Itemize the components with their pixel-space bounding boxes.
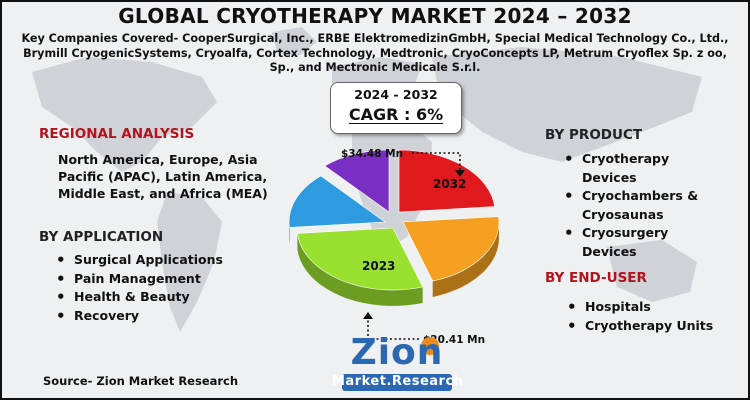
key-companies-text: Key Companies Covered- CooperSurgical, I… [21,32,729,74]
slice-red [398,149,495,213]
list-item: Cryosurgery Devices [562,224,712,261]
year-label-2023: 2023 [362,259,395,273]
page-title: GLOBAL CRYOTHERAPY MARKET 2024 – 2032 [118,4,632,28]
logo-shape [342,337,452,391]
cagr-box: 2024 - 2032 CAGR : 6% [330,82,462,134]
regional-analysis-heading: REGIONAL ANALYSIS [39,126,195,142]
by-application-heading: BY APPLICATION [39,229,164,245]
list-item: Cryochambers & Cryosaunas [562,187,712,224]
value-label-2032: $34.48 Mn [341,148,403,160]
list-item: Health & Beauty [54,288,274,307]
by-product-heading: BY PRODUCT [545,127,643,143]
slice-green [297,227,424,291]
logo-band [342,374,452,391]
pie-annotations: 2032 2023 $34.48 Mn $20.41 Mn [341,148,485,346]
slice-orange [402,216,500,282]
value-label-2023: $20.41 Mn [423,334,485,346]
zion-logo: Zion Market.Research [332,332,464,394]
slice-orange-side [432,222,499,297]
cagr-years: 2024 - 2032 [354,87,438,102]
pie-top-layer [288,149,500,291]
annotation-arrow-2023 [363,312,373,319]
logo-wordmark: Zion [350,332,444,373]
list-item: Pain Management [54,270,274,289]
year-label-2032: 2032 [433,177,466,191]
list-item: Surgical Applications [54,251,274,270]
annotation-line-2023 [367,317,419,340]
list-item: Hospitals [565,298,735,317]
logo-subtitle: Market.Research [332,374,464,389]
annotation-arrow-2032 [455,170,465,177]
list-item: Recovery [54,307,274,326]
source-text: Source- Zion Market Research [43,374,239,388]
end-user-list: Hospitals Cryotherapy Units [565,298,735,335]
market-pie-chart: 2032 2023 $34.48 Mn $20.41 Mn [288,148,500,346]
slice-green-side [297,233,423,306]
logo-dot [421,337,439,355]
list-item: Cryotherapy Units [565,317,735,336]
product-list: Cryotherapy Devices Cryochambers & Cryos… [562,150,712,261]
slice-purple [324,149,390,213]
cagr-value: CAGR : 6% [348,105,444,124]
list-item: Cryotherapy Devices [562,150,712,187]
application-list: Surgical Applications Pain Management He… [54,251,274,325]
slice-blue [288,175,386,228]
by-end-user-heading: BY END-USER [545,270,647,286]
regional-analysis-text: North America, Europe, Asia Pacific (APA… [58,152,268,201]
